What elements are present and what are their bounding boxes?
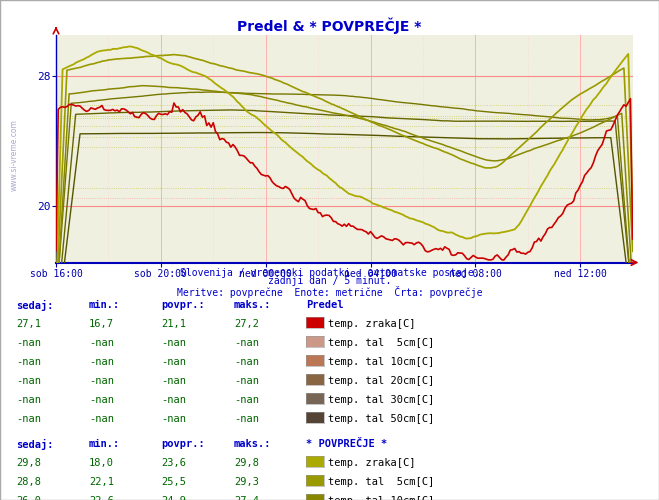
- Text: 22,1: 22,1: [89, 477, 114, 487]
- Text: maks.:: maks.:: [234, 300, 272, 310]
- Text: temp. tal 10cm[C]: temp. tal 10cm[C]: [328, 496, 434, 500]
- Text: -nan: -nan: [161, 338, 186, 348]
- Text: Predel: Predel: [306, 300, 344, 310]
- Text: -nan: -nan: [234, 414, 259, 424]
- Text: -nan: -nan: [234, 395, 259, 405]
- Text: 29,8: 29,8: [16, 458, 42, 468]
- Text: sedaj:: sedaj:: [16, 300, 54, 311]
- Text: -nan: -nan: [89, 376, 114, 386]
- Text: 23,6: 23,6: [161, 458, 186, 468]
- Text: -nan: -nan: [234, 376, 259, 386]
- Text: 16,7: 16,7: [89, 319, 114, 329]
- Text: Meritve: povprečne  Enote: metrične  Črta: povprečje: Meritve: povprečne Enote: metrične Črta:…: [177, 286, 482, 298]
- Text: -nan: -nan: [16, 395, 42, 405]
- Text: temp. tal 50cm[C]: temp. tal 50cm[C]: [328, 414, 434, 424]
- Text: temp. tal 10cm[C]: temp. tal 10cm[C]: [328, 357, 434, 367]
- Text: -nan: -nan: [161, 414, 186, 424]
- Text: -nan: -nan: [161, 357, 186, 367]
- Text: -nan: -nan: [161, 376, 186, 386]
- Text: maks.:: maks.:: [234, 439, 272, 449]
- Text: 27,4: 27,4: [234, 496, 259, 500]
- Text: -nan: -nan: [89, 414, 114, 424]
- Text: temp. tal 20cm[C]: temp. tal 20cm[C]: [328, 376, 434, 386]
- Text: -nan: -nan: [89, 395, 114, 405]
- Text: temp. tal 30cm[C]: temp. tal 30cm[C]: [328, 395, 434, 405]
- Text: -nan: -nan: [161, 395, 186, 405]
- Text: 26,0: 26,0: [16, 496, 42, 500]
- Text: povpr.:: povpr.:: [161, 300, 205, 310]
- Text: povpr.:: povpr.:: [161, 439, 205, 449]
- Text: temp. tal  5cm[C]: temp. tal 5cm[C]: [328, 338, 434, 348]
- Text: min.:: min.:: [89, 300, 120, 310]
- Text: -nan: -nan: [89, 338, 114, 348]
- Text: Predel & * POVPREČJE *: Predel & * POVPREČJE *: [237, 17, 422, 34]
- Text: sedaj:: sedaj:: [16, 439, 54, 450]
- Text: temp. tal  5cm[C]: temp. tal 5cm[C]: [328, 477, 434, 487]
- Text: -nan: -nan: [89, 357, 114, 367]
- Text: www.si-vreme.com: www.si-vreme.com: [10, 119, 19, 191]
- Text: 18,0: 18,0: [89, 458, 114, 468]
- Text: 27,2: 27,2: [234, 319, 259, 329]
- Text: 24,9: 24,9: [161, 496, 186, 500]
- Text: 27,1: 27,1: [16, 319, 42, 329]
- Text: -nan: -nan: [16, 414, 42, 424]
- Text: 22,6: 22,6: [89, 496, 114, 500]
- Text: 25,5: 25,5: [161, 477, 186, 487]
- Text: temp. zraka[C]: temp. zraka[C]: [328, 458, 415, 468]
- Text: zadnji dan / 5 minut.: zadnji dan / 5 minut.: [268, 276, 391, 286]
- Text: -nan: -nan: [234, 357, 259, 367]
- Text: -nan: -nan: [234, 338, 259, 348]
- Text: temp. zraka[C]: temp. zraka[C]: [328, 319, 415, 329]
- Text: 29,3: 29,3: [234, 477, 259, 487]
- Text: Slovenija / vremenski podatki - avtomatske postaje.: Slovenija / vremenski podatki - avtomats…: [180, 268, 479, 278]
- Text: 21,1: 21,1: [161, 319, 186, 329]
- Text: -nan: -nan: [16, 376, 42, 386]
- Text: 28,8: 28,8: [16, 477, 42, 487]
- Text: -nan: -nan: [16, 357, 42, 367]
- Text: 29,8: 29,8: [234, 458, 259, 468]
- Text: min.:: min.:: [89, 439, 120, 449]
- Text: -nan: -nan: [16, 338, 42, 348]
- Text: * POVPREČJE *: * POVPREČJE *: [306, 439, 387, 449]
